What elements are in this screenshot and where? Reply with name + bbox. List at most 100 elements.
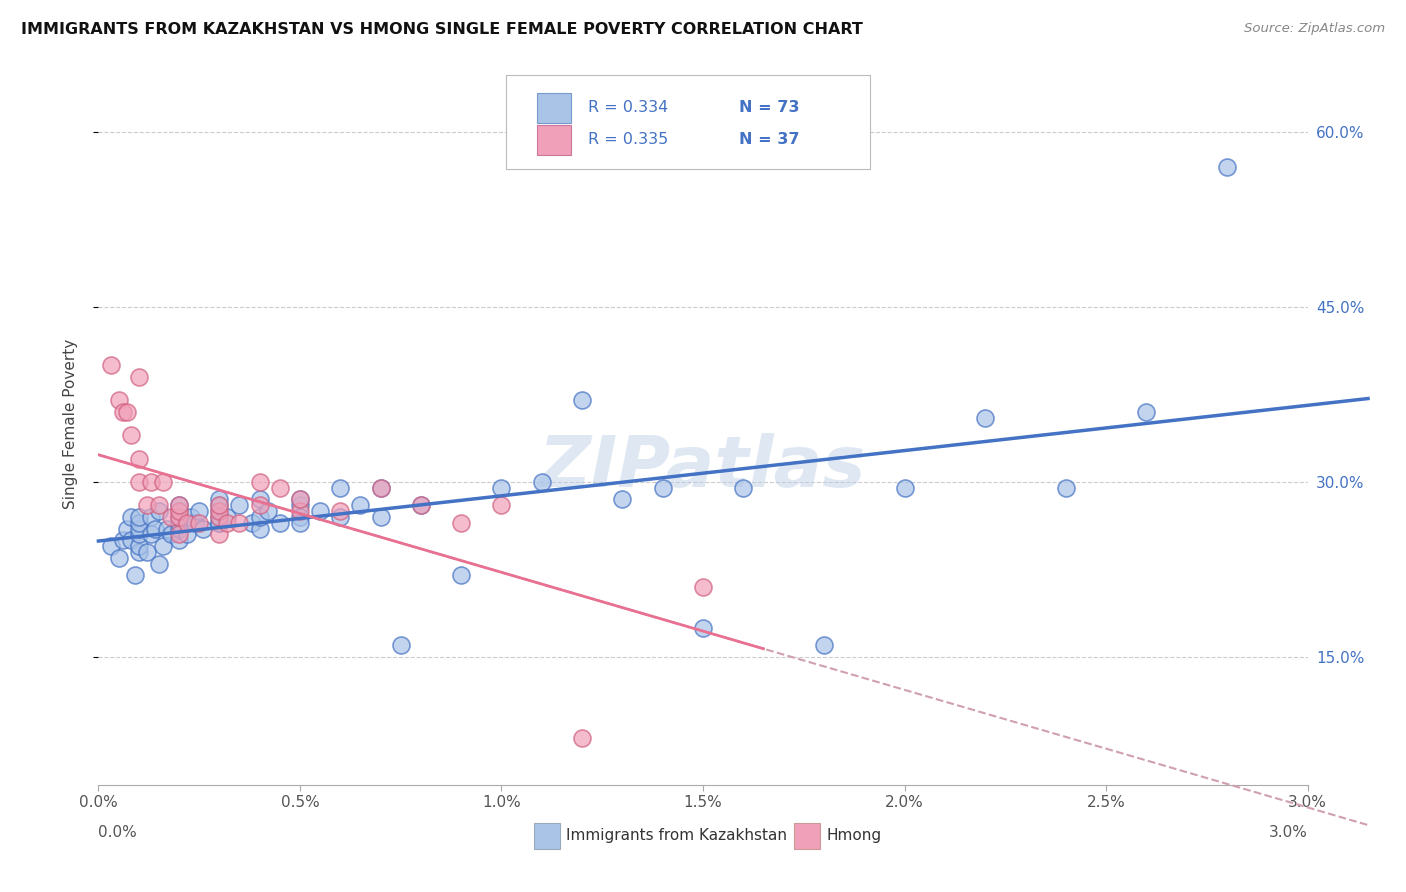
Point xyxy=(128,475,150,489)
Point xyxy=(115,405,138,419)
Point xyxy=(249,498,271,512)
Point xyxy=(120,428,142,442)
Point xyxy=(139,475,162,489)
Point xyxy=(208,498,231,512)
Point xyxy=(893,481,915,495)
Text: R = 0.334: R = 0.334 xyxy=(588,101,668,115)
Text: Hmong: Hmong xyxy=(827,828,882,843)
Point xyxy=(974,410,997,425)
Point xyxy=(651,481,673,495)
Point xyxy=(124,568,146,582)
Point xyxy=(128,451,150,466)
Point xyxy=(217,516,239,530)
Point xyxy=(409,498,432,512)
Point xyxy=(571,393,593,408)
Point xyxy=(167,510,190,524)
Point xyxy=(208,504,231,518)
Point xyxy=(188,516,211,530)
Point xyxy=(128,545,150,559)
Point xyxy=(128,510,150,524)
Point xyxy=(160,510,183,524)
FancyBboxPatch shape xyxy=(506,75,870,169)
Text: N = 37: N = 37 xyxy=(740,132,800,147)
Point xyxy=(571,731,593,746)
Point xyxy=(288,498,311,512)
Point xyxy=(733,481,755,495)
Point xyxy=(228,516,250,530)
Point xyxy=(491,498,513,512)
Y-axis label: Single Female Poverty: Single Female Poverty xyxy=(63,339,77,508)
Point xyxy=(288,510,311,524)
Point xyxy=(208,527,231,541)
Point xyxy=(208,516,231,530)
Point xyxy=(329,510,352,524)
Point xyxy=(128,527,150,541)
Point xyxy=(184,516,207,530)
Point xyxy=(249,522,271,536)
Point xyxy=(208,504,231,518)
Point xyxy=(167,516,190,530)
Point xyxy=(120,533,142,548)
Point xyxy=(491,481,513,495)
Point xyxy=(612,492,634,507)
Text: N = 73: N = 73 xyxy=(740,101,800,115)
Point xyxy=(1054,481,1077,495)
Point xyxy=(813,638,835,652)
Point xyxy=(167,522,190,536)
Point xyxy=(450,568,472,582)
Point xyxy=(249,475,271,489)
Point xyxy=(128,516,150,530)
Point xyxy=(450,516,472,530)
Point xyxy=(288,504,311,518)
Point xyxy=(100,359,122,373)
Point xyxy=(370,481,392,495)
Point xyxy=(128,370,150,384)
Point xyxy=(176,527,198,541)
Point xyxy=(107,550,129,565)
Point xyxy=(128,522,150,536)
Point xyxy=(160,527,183,541)
Point xyxy=(135,545,157,559)
Point xyxy=(329,481,352,495)
Point xyxy=(208,492,231,507)
Point xyxy=(193,522,215,536)
Point xyxy=(176,516,198,530)
Text: 0.0%: 0.0% xyxy=(98,825,138,839)
Point xyxy=(148,498,170,512)
Point xyxy=(167,504,190,518)
Point xyxy=(269,516,291,530)
Text: IMMIGRANTS FROM KAZAKHSTAN VS HMONG SINGLE FEMALE POVERTY CORRELATION CHART: IMMIGRANTS FROM KAZAKHSTAN VS HMONG SING… xyxy=(21,22,863,37)
Point xyxy=(180,510,202,524)
Point xyxy=(329,504,352,518)
Point xyxy=(208,498,231,512)
Point xyxy=(107,393,129,408)
Text: ZIPatlas: ZIPatlas xyxy=(540,433,866,501)
Point xyxy=(249,492,271,507)
Point xyxy=(167,498,190,512)
Point xyxy=(208,516,231,530)
Point xyxy=(409,498,432,512)
Point xyxy=(188,504,211,518)
Point xyxy=(692,580,714,594)
Point xyxy=(111,533,134,548)
Point xyxy=(115,522,138,536)
Point xyxy=(156,522,179,536)
Point xyxy=(269,481,291,495)
Point xyxy=(139,527,162,541)
Point xyxy=(309,504,332,518)
Point xyxy=(100,539,122,553)
Point xyxy=(128,539,150,553)
Point xyxy=(152,539,174,553)
Point xyxy=(249,510,271,524)
Text: Immigrants from Kazakhstan: Immigrants from Kazakhstan xyxy=(567,828,787,843)
Point xyxy=(208,510,231,524)
Point xyxy=(288,492,311,507)
Point xyxy=(167,533,190,548)
Point xyxy=(256,504,278,518)
Point xyxy=(288,492,311,507)
FancyBboxPatch shape xyxy=(534,822,561,848)
Point xyxy=(349,498,371,512)
Point xyxy=(167,498,190,512)
Point xyxy=(111,405,134,419)
Point xyxy=(288,516,311,530)
